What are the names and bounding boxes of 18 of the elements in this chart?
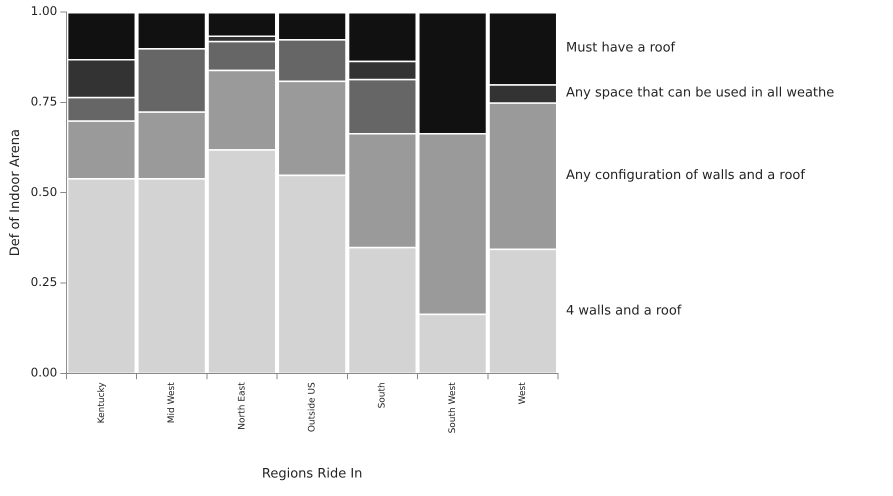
y-tick-label: 0.50 (30, 184, 58, 199)
series-label: Any space that can be used in all weathe (566, 86, 834, 101)
series-label: Must have a roof (566, 40, 676, 56)
series-label: 4 walls and a roof (566, 303, 682, 318)
x-tick-label: Mid West (167, 382, 178, 424)
x-tick-label: South West (448, 382, 458, 434)
y-tick-label: 0.25 (30, 275, 58, 290)
x-tick-label: South (378, 382, 388, 408)
y-axis-title: Def of Indoor Arena (8, 129, 24, 256)
x-tick-label: Outside US (308, 382, 318, 432)
x-axis-title: Regions Ride In (262, 466, 362, 482)
y-tick-label: 1.00 (30, 4, 58, 18)
series-label: Any configuration of walls and a roof (566, 168, 806, 183)
y-tick-label: 0.00 (30, 365, 58, 380)
x-tick-label: Kentucky (96, 382, 107, 424)
x-tick-label: West (518, 382, 528, 404)
y-tick-label: 0.75 (30, 94, 58, 108)
x-tick-label: North East (237, 382, 248, 430)
